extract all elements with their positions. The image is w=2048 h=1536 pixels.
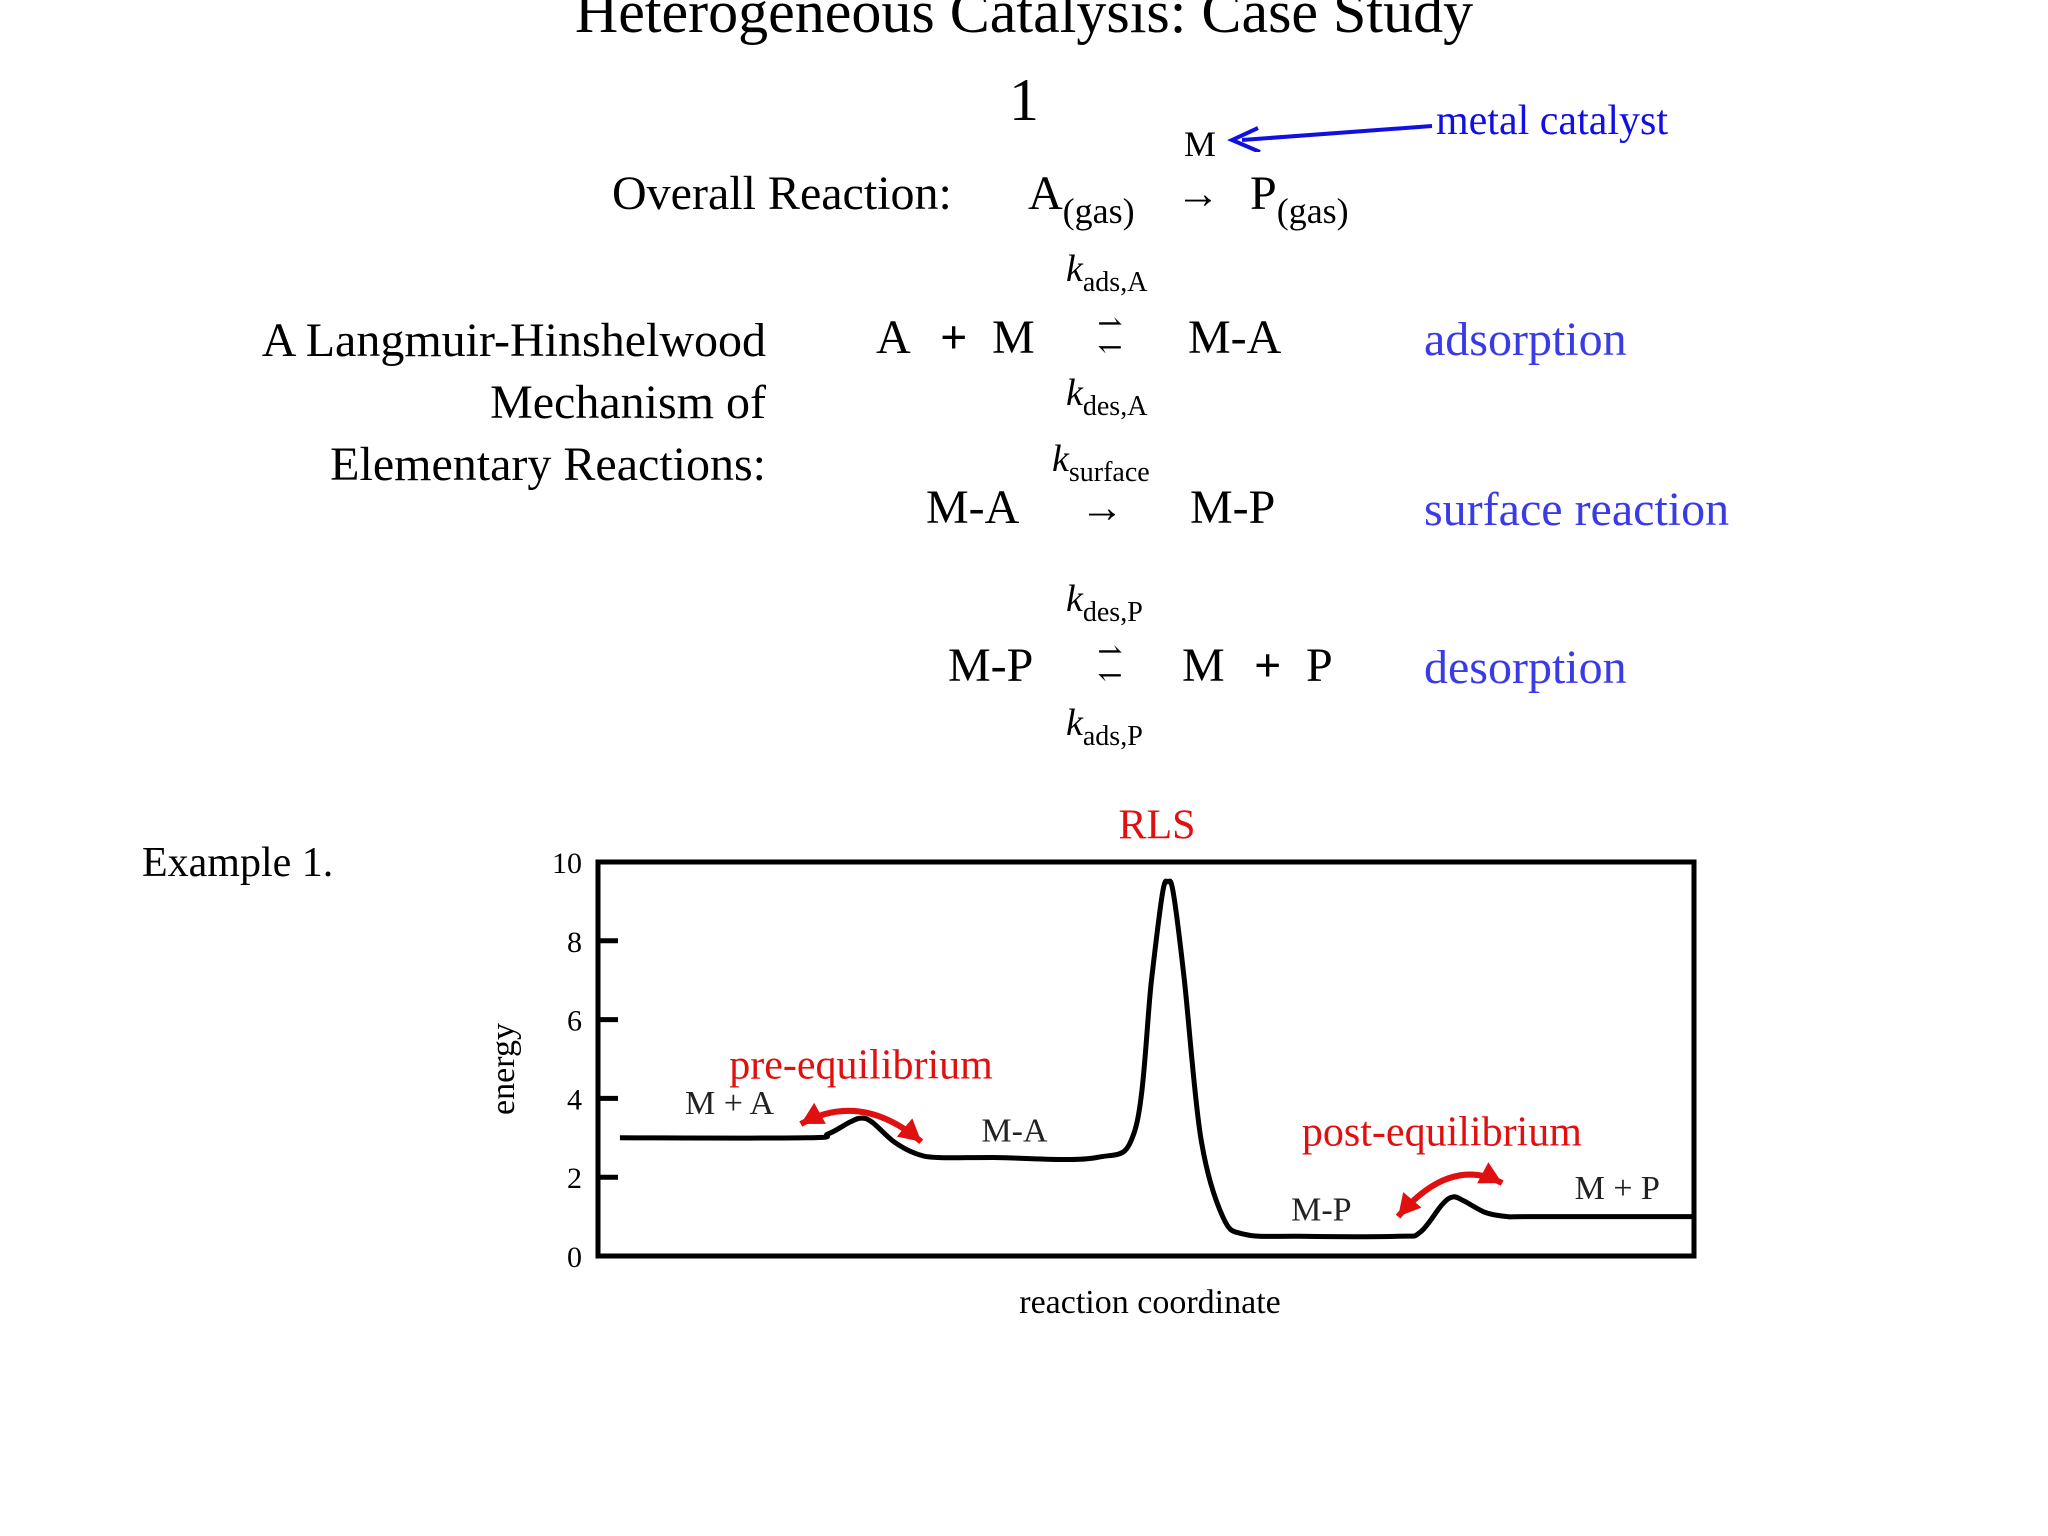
step3-reverse-arrow: ↽ [1097,659,1123,692]
annotation-post-equilibrium: post-equilibrium [1302,1110,1582,1156]
k-surface-symbol: k [1052,438,1069,480]
step1-reactant-m: M [992,311,1035,364]
state-label: M + A [685,1085,775,1122]
k-surface: ksurface [1052,438,1150,487]
k-ads-p-subscript: ads,P [1082,721,1143,752]
step1-equilibrium-arrows: ⇀ ↽ [1090,307,1130,364]
overall-product: P(gas) [1250,167,1349,230]
step1-reactant-a: A [876,311,911,364]
k-ads-a: kads,A [1066,248,1147,297]
pre-equilibrium-arrow-head-end [896,1118,922,1142]
k-ads-a-subscript: ads,A [1082,267,1148,298]
y-axis-label: energy [485,1023,522,1115]
k-des-p-subscript: des,P [1082,597,1143,628]
step-name-adsorption: adsorption [1424,313,1627,366]
overall-reactant: A(gas) [1028,167,1135,230]
overall-product-phase: (gas) [1276,191,1349,231]
post-equilibrium-arrow-head-end [1477,1162,1503,1184]
step1-reverse-arrow: ↽ [1097,331,1123,364]
catalyst-arrow-shaft [1241,124,1433,142]
step3-plus: + [1254,639,1282,692]
example-label: Example 1. [142,840,334,886]
k-des-a: kdes,A [1066,372,1147,421]
x-axis-label: reaction coordinate [1019,1284,1280,1321]
page-title: Heterogeneous Catalysis: Case Study [574,0,1474,45]
y-tick-label: 8 [567,926,582,959]
step2-reactant: M-A [926,481,1020,534]
step1-forward-arrow: ⇀ [1097,307,1123,340]
pre-equilibrium-arrow-head-start [800,1102,826,1125]
step2-product: M-P [1190,481,1276,534]
page-title-number: 1 [1009,67,1039,133]
catalyst-symbol: M [1184,124,1217,164]
step2-arrow: → [1080,483,1124,532]
overall-reactant-symbol: A [1028,167,1063,220]
step-name-surface-reaction: surface reaction [1424,483,1730,536]
y-tick-label: 10 [552,847,582,880]
state-label: M-P [1291,1192,1351,1229]
k-ads-a-symbol: k [1066,248,1083,290]
k-surface-subscript: surface [1068,457,1150,488]
overall-arrow: → [1176,169,1220,218]
step1-product: M-A [1188,311,1282,364]
overall-reaction-label: Overall Reaction: [612,167,952,220]
catalyst-arrow-head [1227,126,1261,152]
overall-product-symbol: P [1250,167,1277,220]
overall-reactant-phase: (gas) [1062,191,1135,231]
energy-curve [619,878,1694,1240]
state-label: M-A [981,1113,1048,1150]
step3-product-p: P [1306,639,1333,692]
step3-reactant: M-P [948,639,1034,692]
annotation-pre-equilibrium: pre-equilibrium [729,1043,993,1089]
k-des-a-symbol: k [1066,372,1083,414]
state-label: M + P [1575,1170,1660,1207]
step3-equilibrium-arrows: ⇀ ↽ [1090,635,1130,692]
step3-forward-arrow: ⇀ [1097,635,1123,668]
mechanism-label-line1: A Langmuir-Hinshelwood [261,314,766,367]
catalyst-arrow [1227,124,1433,152]
step-name-desorption: desorption [1424,641,1627,694]
k-des-p-symbol: k [1066,578,1083,620]
y-tick-label: 0 [567,1241,582,1274]
mechanism-label-line2: Mechanism of [490,376,766,429]
k-ads-p-symbol: k [1066,702,1083,744]
post-equilibrium-arrow-head-start [1398,1192,1422,1217]
y-tick-label: 2 [567,1162,582,1195]
plot-frame [595,859,1697,1259]
y-tick-label: 4 [567,1083,582,1116]
k-ads-p: kads,P [1066,702,1143,751]
k-des-a-subscript: des,A [1082,391,1148,422]
catalyst-note: metal catalyst [1436,98,1669,144]
step1-plus: + [940,311,968,364]
k-des-p: kdes,P [1066,578,1143,627]
mechanism-label-line3: Elementary Reactions: [330,438,766,491]
step3-product-m: M [1182,639,1225,692]
annotation-rls: RLS [1118,802,1195,848]
y-tick-label: 6 [567,1005,582,1038]
